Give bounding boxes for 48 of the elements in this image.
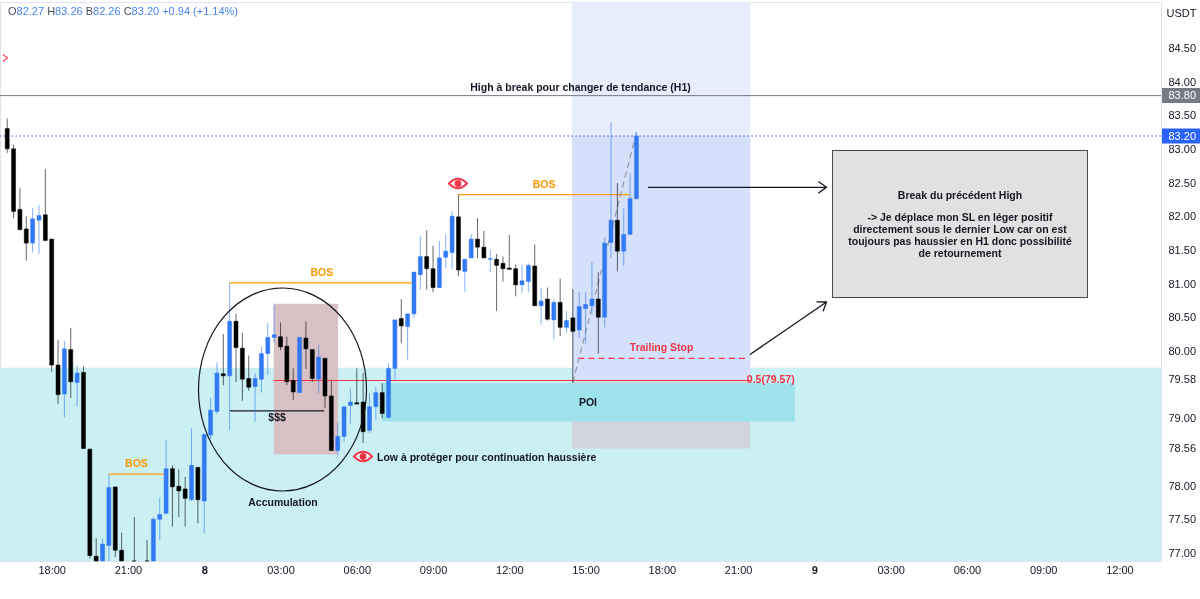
x-tick-label: 21:00	[724, 563, 753, 576]
x-tick-label: 03:00	[267, 563, 295, 576]
x-tick-label: 09:00	[419, 563, 448, 576]
x-tick-label: 8	[201, 563, 208, 576]
y-tick-label: 83.20	[1168, 129, 1197, 142]
y-tick-label: 80.00	[1168, 345, 1197, 358]
annotation: 0.5(79.57)	[746, 372, 795, 385]
x-tick-label: 09:00	[1029, 563, 1058, 576]
y-tick-label: 77.00	[1168, 547, 1197, 560]
y-tick-label: 78.00	[1168, 479, 1197, 492]
y-tick-label: 81.50	[1168, 244, 1197, 257]
series-label: BOS	[310, 265, 334, 278]
annotation: Low à protéger pour continuation haussière	[377, 451, 597, 463]
x-tick-label: 21:00	[114, 563, 143, 576]
ref-line-label: High à break pour changer de tendance (H1)	[470, 80, 691, 93]
x-tick-label: 12:00	[1106, 563, 1134, 576]
x-tick-label: 03:00	[877, 563, 905, 576]
x-tick-label: 06:00	[343, 563, 372, 576]
text: O82.27 H83.26 B82.26 C83.20 +0.94 (+1.14%)	[8, 5, 239, 17]
annotation: Accumulation	[248, 496, 318, 508]
x-tick-label: 18:00	[648, 563, 677, 576]
y-tick-label: 82.50	[1168, 176, 1197, 189]
annotation: Break du précédent High	[897, 189, 1023, 201]
y-tick-label: 80.50	[1168, 311, 1197, 324]
y-tick-label: 84.50	[1168, 41, 1197, 54]
annotation: $$$	[268, 411, 287, 424]
y-tick-label: 83.50	[1168, 109, 1197, 122]
annotation: -> Je déplace mon SL en léger positif directement sous le dernier Low car on est toujours pas haussier en H1 donc possibilité de retournement	[847, 211, 1073, 259]
series-label: BOS	[532, 177, 556, 190]
series-label: BOS	[125, 457, 148, 470]
x-tick-label: 12:00	[496, 563, 524, 576]
y-axis-title: USDT	[1166, 6, 1197, 19]
annotation: POI	[578, 396, 598, 408]
x-tick-label: 15:00	[572, 563, 600, 576]
x-tick-label: 06:00	[953, 563, 982, 576]
y-tick-label: 84.00	[1168, 75, 1197, 88]
y-tick-label: 83.00	[1168, 143, 1197, 155]
x-tick-label: 9	[811, 563, 818, 576]
y-tick-label: 83.80	[1168, 89, 1197, 102]
y-tick-label: 78.56	[1168, 442, 1197, 455]
y-tick-label: 79.00	[1168, 412, 1197, 425]
y-tick-label: 81.00	[1168, 277, 1197, 290]
note-box: Break du précédent High -> Je déplace mon SL en léger positif directement sous le dernier Low car on est toujours pas haussier en H1 donc possibilité de retournement	[832, 150, 1088, 298]
y-tick-label: 77.50	[1168, 513, 1197, 526]
y-tick-label: 82.00	[1168, 210, 1197, 223]
x-tick-label: 18:00	[38, 563, 66, 576]
y-tick-label: 79.58	[1168, 373, 1197, 386]
series-label: Trailing Stop	[629, 341, 694, 354]
